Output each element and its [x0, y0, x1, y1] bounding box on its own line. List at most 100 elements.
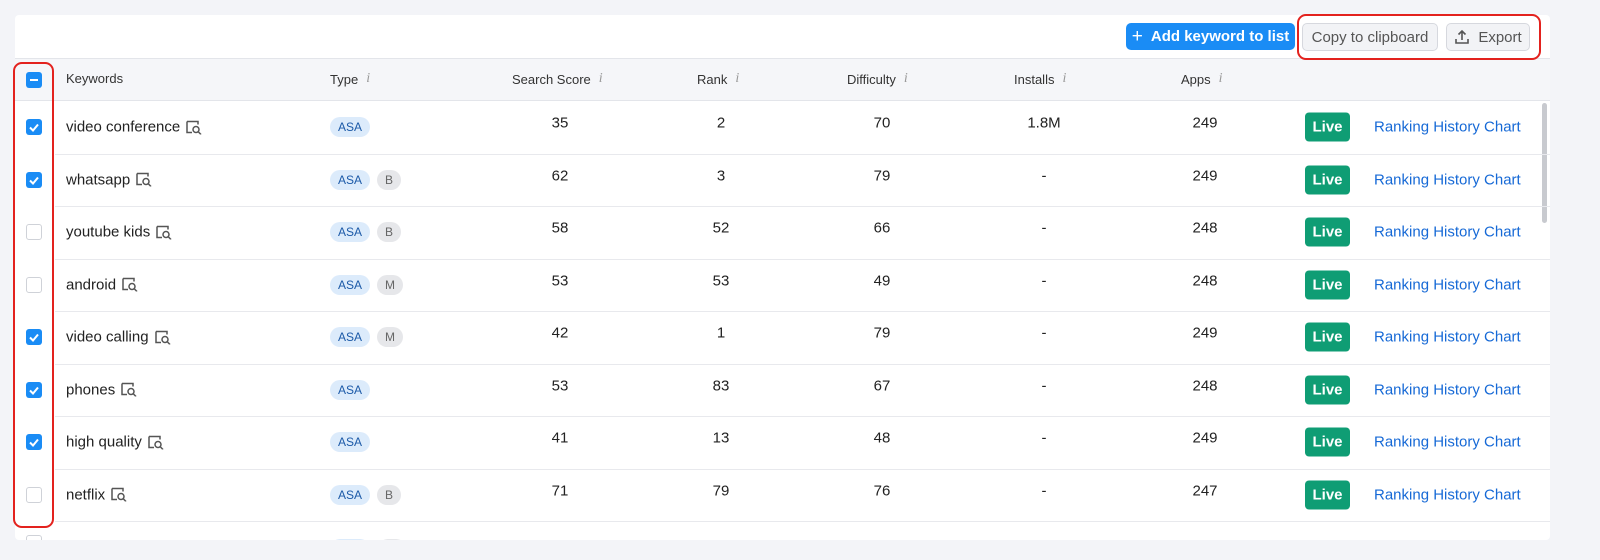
search-score: 53: [551, 377, 569, 395]
live-badge[interactable]: Live: [1305, 427, 1350, 457]
ranking-history-link[interactable]: Ranking History Chart: [1374, 433, 1521, 451]
rank: 79: [712, 482, 730, 500]
column-header[interactable]: Search Score i: [512, 71, 603, 87]
column-header[interactable]: Keywords: [66, 71, 123, 86]
apps: 249: [1192, 167, 1218, 185]
keyword-table-card: + Add keyword to list Copy to clipboard E…: [15, 15, 1550, 540]
difficulty: 70: [873, 114, 891, 132]
keyword: phones: [66, 381, 137, 398]
live-badge[interactable]: Live: [1305, 165, 1350, 195]
row-checkbox[interactable]: [26, 486, 42, 503]
ranking-history-link[interactable]: Ranking History Chart: [1374, 381, 1521, 399]
keyword-search-icon[interactable]: [121, 383, 137, 397]
keyword-search-icon[interactable]: [111, 488, 127, 502]
column-header[interactable]: Installs i: [1014, 71, 1066, 87]
rank: 13: [712, 429, 730, 447]
row-divider: [55, 311, 1550, 312]
live-badge[interactable]: Live: [1305, 217, 1350, 247]
keyword-search-icon[interactable]: [156, 225, 172, 240]
rank: 53: [712, 272, 730, 290]
installs: -: [1041, 429, 1047, 447]
installs: -: [1041, 377, 1047, 395]
keyword-text: android: [66, 276, 117, 294]
row-divider: [55, 363, 1550, 365]
ranking-history-link[interactable]: Ranking History Chart: [1374, 486, 1521, 504]
tag: ASA: [330, 379, 371, 400]
ranking-history-link[interactable]: Ranking History Chart: [1374, 276, 1521, 294]
keyword: whatsapp: [66, 171, 152, 188]
ranking-history-link[interactable]: Ranking History Chart: [1374, 171, 1521, 189]
column-header[interactable]: Rank i: [697, 71, 739, 87]
export-button[interactable]: Export: [1446, 23, 1530, 51]
keyword-search-icon[interactable]: [154, 330, 171, 345]
tag: B: [377, 169, 402, 190]
apps: 249: [1192, 324, 1218, 342]
row-checkbox[interactable]: [26, 119, 42, 136]
tag: ASA: [330, 484, 371, 505]
select-all-checkbox[interactable]: [26, 72, 42, 88]
live-badge[interactable]: Live: [1305, 375, 1350, 405]
search-score: 58: [551, 219, 569, 237]
info-icon: i: [1218, 71, 1223, 86]
rank: 1: [716, 324, 726, 342]
live-badge[interactable]: Live: [1305, 322, 1350, 352]
tag-placeholder: [330, 539, 370, 540]
ranking-history-link[interactable]: Ranking History Chart: [1374, 223, 1521, 241]
tags: ASA B: [330, 484, 408, 505]
info-icon: i: [903, 71, 908, 86]
keyword-search-icon[interactable]: [136, 173, 152, 187]
apps: 249: [1192, 114, 1218, 132]
column-header-label: Keywords: [66, 71, 124, 86]
row-checkbox[interactable]: [26, 381, 42, 398]
row-checkbox[interactable]: [26, 329, 42, 346]
table-header: [15, 58, 1550, 101]
copy-button[interactable]: Copy to clipboard: [1302, 23, 1438, 51]
keyword: netflix: [66, 486, 127, 503]
row-divider: [55, 521, 1550, 522]
installs: -: [1041, 219, 1047, 237]
tag: M: [377, 327, 404, 348]
keyword-text: whatsapp: [66, 171, 131, 189]
apps: 248: [1192, 377, 1218, 395]
row-divider: [55, 258, 1550, 260]
live-badge[interactable]: Live: [1305, 270, 1350, 300]
row-checkbox[interactable]: [26, 434, 42, 451]
difficulty: 67: [873, 377, 891, 395]
keyword-text: high quality: [66, 433, 142, 451]
live-badge[interactable]: Live: [1305, 112, 1350, 142]
ranking-history-link[interactable]: Ranking History Chart: [1374, 328, 1521, 346]
row-checkbox[interactable]: [26, 224, 42, 241]
keyword-search-icon[interactable]: [186, 120, 202, 135]
row-checkbox[interactable]: [26, 276, 42, 293]
keyword-text: video calling: [66, 328, 149, 346]
column-header[interactable]: Type i: [330, 71, 370, 87]
column-header-label: Search Score: [512, 71, 591, 87]
row-checkbox[interactable]: [26, 171, 42, 188]
keyword-search-icon[interactable]: [122, 278, 138, 292]
live-badge[interactable]: Live: [1305, 480, 1350, 510]
ranking-history-link[interactable]: Ranking History Chart: [1374, 118, 1521, 136]
difficulty: 66: [873, 219, 891, 237]
keyword-text: phones: [66, 381, 116, 399]
tag: M: [377, 274, 404, 295]
add-keyword-button[interactable]: + Add keyword to list: [1126, 23, 1295, 50]
info-icon: i: [366, 71, 371, 86]
add-keyword-label: Add keyword to list: [1150, 28, 1290, 45]
column-header-label: Installs: [1014, 71, 1055, 87]
apps: 247: [1192, 482, 1218, 500]
search-score: 62: [551, 167, 569, 185]
column-header[interactable]: Difficulty i: [847, 71, 908, 87]
tag: B: [377, 484, 402, 505]
keyword-text: youtube kids: [66, 223, 151, 241]
copy-label: Copy to clipboard: [1311, 28, 1429, 46]
row-checkbox: [26, 535, 42, 540]
keyword-search-icon[interactable]: [148, 435, 164, 450]
installs: 1.8M: [1027, 114, 1061, 132]
installs: -: [1041, 167, 1047, 185]
search-score: 35: [551, 114, 569, 132]
keyword-text: video conference: [66, 118, 181, 136]
installs: -: [1041, 272, 1047, 290]
keyword: youtube kids: [66, 224, 172, 241]
column-header[interactable]: Apps i: [1181, 71, 1223, 87]
